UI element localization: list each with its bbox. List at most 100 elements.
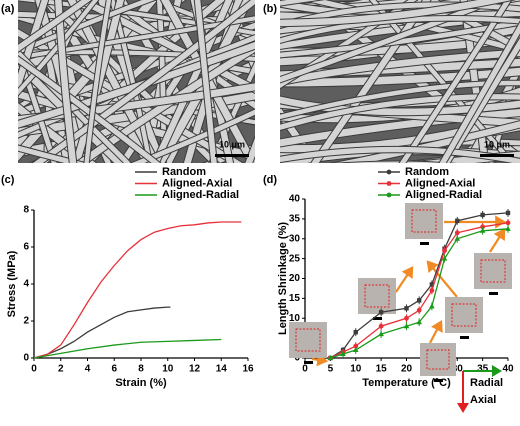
- y-tick-label: 10: [289, 313, 301, 324]
- legend-label: Aligned-Radial: [405, 189, 482, 201]
- fiber: [260, 174, 520, 179]
- fiber: [280, 0, 319, 6]
- x-tick-label: 5: [328, 364, 334, 375]
- fiber: [155, 0, 253, 163]
- fiber: [18, 41, 255, 128]
- fiber: [18, 0, 99, 96]
- y-tick-label: 0: [23, 353, 29, 364]
- y-tick-label: 0: [294, 353, 300, 364]
- marker: [505, 220, 511, 226]
- x-tick-label: 2: [58, 364, 64, 375]
- photo-arrow: [429, 320, 443, 344]
- x-tick-label: 0: [302, 364, 308, 375]
- marker: [454, 235, 461, 241]
- marker: [327, 355, 334, 360]
- photo-arrow: [489, 228, 506, 253]
- marker: [378, 323, 384, 329]
- sample-photo: [289, 322, 327, 358]
- marker: [416, 298, 422, 303]
- x-axis-title: Temperature (°C): [362, 377, 451, 389]
- fiber: [439, 22, 520, 163]
- marker: [429, 303, 435, 309]
- y-tick-label: 8: [23, 205, 29, 216]
- sample-outline: [480, 259, 506, 283]
- x-tick-label: 12: [189, 364, 201, 375]
- x-tick-label: 10: [350, 364, 362, 375]
- legend-label: Random: [162, 166, 206, 178]
- marker: [404, 315, 409, 321]
- x-tick-label: 14: [216, 364, 228, 375]
- fiber: [18, 83, 255, 124]
- fiber: [194, 0, 217, 163]
- scale-bar-label: 10 μm: [484, 139, 510, 149]
- fiber: [280, 146, 520, 163]
- fiber: [280, 80, 520, 120]
- marker: [416, 319, 422, 325]
- sample-photo: [445, 297, 483, 333]
- photo-scale-bar: [304, 361, 313, 364]
- sample-outline: [451, 303, 477, 327]
- y-axis-title: Stress (MPa): [6, 250, 18, 317]
- fiber: [280, 0, 503, 83]
- fiber: [280, 94, 520, 131]
- legend-marker: [386, 181, 392, 186]
- fiber: [156, 0, 166, 163]
- series-line: [33, 221, 242, 359]
- fiber: [18, 46, 57, 163]
- marker: [353, 329, 358, 335]
- marker: [480, 212, 485, 218]
- fiber: [18, 56, 161, 163]
- x-tick-label: 30: [452, 364, 464, 375]
- legend-label: Aligned-Axial: [162, 177, 232, 189]
- y-tick-label: 35: [289, 214, 301, 225]
- marker: [378, 331, 384, 337]
- legend-marker: [386, 192, 392, 198]
- fiber: [443, 38, 520, 163]
- scale-bar: [215, 154, 249, 157]
- fiber: [18, 29, 243, 163]
- photo-scale-bar: [489, 292, 498, 295]
- fiber: [280, 16, 520, 44]
- y-tick-label: 2: [23, 316, 29, 327]
- sem-image: 10 μm: [260, 0, 520, 179]
- x-axis-title: Strain (%): [115, 377, 167, 389]
- legend-label: Aligned-Axial: [405, 177, 475, 189]
- photo-scale-bar: [373, 317, 382, 320]
- photo-arrow: [311, 353, 329, 367]
- legend-label: Random: [405, 166, 449, 178]
- marker: [441, 255, 448, 261]
- x-tick-label: 40: [502, 364, 514, 375]
- fiber: [131, 109, 255, 163]
- sample-photo: [405, 203, 443, 239]
- sample-outline: [411, 209, 437, 233]
- x-tick-label: 10: [162, 364, 174, 375]
- fiber: [35, 0, 87, 163]
- panel-label: (b): [263, 3, 277, 15]
- series-line: [33, 338, 222, 359]
- panel-label: (c): [1, 174, 15, 186]
- sample-photo: [358, 278, 396, 314]
- fiber: [18, 16, 255, 60]
- fiber-shadow: [260, 174, 520, 179]
- sem-image: 10 μm: [18, 0, 255, 163]
- marker: [454, 230, 460, 236]
- sample-outline: [364, 284, 390, 308]
- fiber: [280, 0, 512, 27]
- photo-scale-bar: [460, 336, 469, 339]
- legend-label: Aligned-Radial: [162, 189, 239, 201]
- photo-arrow: [395, 266, 414, 293]
- fiber: [399, 0, 512, 163]
- x-tick-label: 8: [138, 364, 144, 375]
- fiber: [18, 0, 92, 52]
- marker: [340, 351, 346, 357]
- panel-label: (d): [263, 174, 277, 186]
- scale-bar: [480, 154, 514, 157]
- fiber: [280, 96, 520, 116]
- sample-photo: [474, 253, 512, 289]
- y-tick-label: 15: [289, 293, 301, 304]
- fiber: [18, 22, 255, 116]
- marker: [455, 218, 460, 224]
- y-axis-title: Length Shrinkage (%): [277, 222, 289, 335]
- series-line: [330, 222, 509, 359]
